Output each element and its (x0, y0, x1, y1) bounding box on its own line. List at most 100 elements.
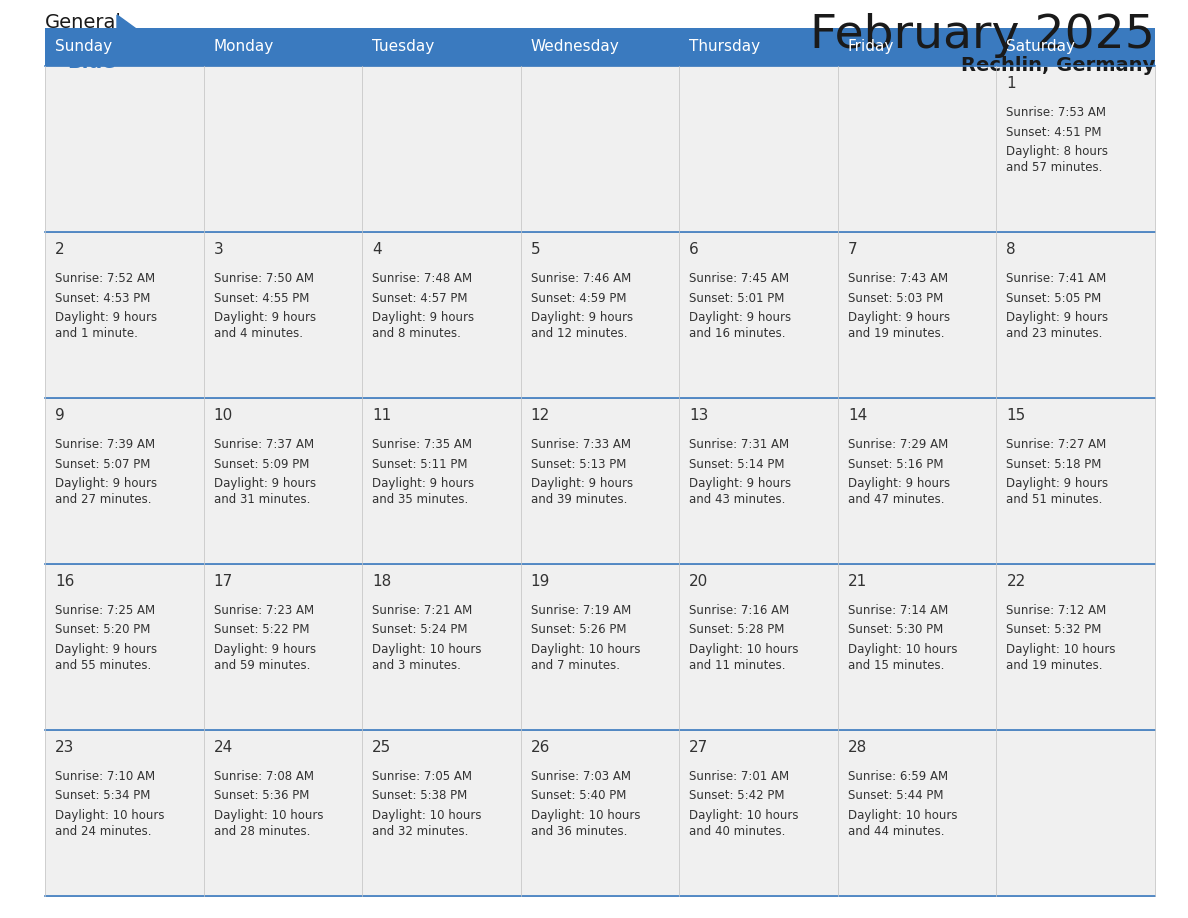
Text: 6: 6 (689, 242, 699, 257)
Text: Sunrise: 7:45 AM: Sunrise: 7:45 AM (689, 272, 789, 285)
Polygon shape (116, 15, 139, 47)
FancyBboxPatch shape (45, 28, 203, 66)
Text: Sunrise: 7:46 AM: Sunrise: 7:46 AM (531, 272, 631, 285)
Text: General: General (45, 13, 122, 32)
Text: Sunrise: 7:31 AM: Sunrise: 7:31 AM (689, 438, 789, 451)
Text: 27: 27 (689, 740, 708, 755)
Text: Sunset: 5:24 PM: Sunset: 5:24 PM (372, 623, 468, 636)
Text: Daylight: 9 hours
and 47 minutes.: Daylight: 9 hours and 47 minutes. (848, 477, 950, 506)
Text: Sunrise: 7:21 AM: Sunrise: 7:21 AM (372, 604, 473, 617)
Text: Sunrise: 7:10 AM: Sunrise: 7:10 AM (55, 770, 156, 783)
Text: Thursday: Thursday (689, 39, 760, 54)
Text: Monday: Monday (214, 39, 273, 54)
FancyBboxPatch shape (520, 28, 680, 66)
Text: Sunrise: 7:52 AM: Sunrise: 7:52 AM (55, 272, 156, 285)
Text: Sunrise: 7:14 AM: Sunrise: 7:14 AM (848, 604, 948, 617)
Text: Sunrise: 7:12 AM: Sunrise: 7:12 AM (1006, 604, 1107, 617)
Text: Blue: Blue (67, 53, 115, 72)
FancyBboxPatch shape (838, 730, 997, 896)
FancyBboxPatch shape (203, 66, 362, 232)
Text: 3: 3 (214, 242, 223, 257)
Text: February 2025: February 2025 (810, 13, 1155, 58)
FancyBboxPatch shape (203, 28, 362, 66)
FancyBboxPatch shape (680, 564, 838, 730)
Text: Sunrise: 7:33 AM: Sunrise: 7:33 AM (531, 438, 631, 451)
Text: 5: 5 (531, 242, 541, 257)
Text: Daylight: 9 hours
and 16 minutes.: Daylight: 9 hours and 16 minutes. (689, 311, 791, 340)
Text: Sunset: 5:11 PM: Sunset: 5:11 PM (372, 457, 468, 471)
Text: Sunset: 5:30 PM: Sunset: 5:30 PM (848, 623, 943, 636)
Text: Daylight: 10 hours
and 3 minutes.: Daylight: 10 hours and 3 minutes. (372, 643, 481, 672)
Text: 10: 10 (214, 408, 233, 423)
Text: Sunrise: 7:35 AM: Sunrise: 7:35 AM (372, 438, 472, 451)
Text: Sunset: 5:14 PM: Sunset: 5:14 PM (689, 457, 785, 471)
Text: Sunset: 5:20 PM: Sunset: 5:20 PM (55, 623, 151, 636)
Text: Sunrise: 7:41 AM: Sunrise: 7:41 AM (1006, 272, 1107, 285)
FancyBboxPatch shape (997, 232, 1155, 398)
FancyBboxPatch shape (838, 564, 997, 730)
FancyBboxPatch shape (680, 66, 838, 232)
FancyBboxPatch shape (520, 730, 680, 896)
Text: 17: 17 (214, 574, 233, 589)
Text: Tuesday: Tuesday (372, 39, 435, 54)
Text: Daylight: 10 hours
and 24 minutes.: Daylight: 10 hours and 24 minutes. (55, 809, 164, 838)
FancyBboxPatch shape (838, 398, 997, 564)
Text: Sunset: 5:34 PM: Sunset: 5:34 PM (55, 789, 151, 802)
Text: Sunrise: 6:59 AM: Sunrise: 6:59 AM (848, 770, 948, 783)
FancyBboxPatch shape (203, 564, 362, 730)
FancyBboxPatch shape (203, 730, 362, 896)
FancyBboxPatch shape (362, 730, 520, 896)
FancyBboxPatch shape (203, 398, 362, 564)
Text: Daylight: 9 hours
and 8 minutes.: Daylight: 9 hours and 8 minutes. (372, 311, 474, 340)
Text: Daylight: 10 hours
and 11 minutes.: Daylight: 10 hours and 11 minutes. (689, 643, 798, 672)
Text: Sunrise: 7:37 AM: Sunrise: 7:37 AM (214, 438, 314, 451)
Text: Daylight: 8 hours
and 57 minutes.: Daylight: 8 hours and 57 minutes. (1006, 145, 1108, 174)
FancyBboxPatch shape (838, 66, 997, 232)
Text: 14: 14 (848, 408, 867, 423)
Text: 22: 22 (1006, 574, 1025, 589)
Text: 21: 21 (848, 574, 867, 589)
Text: Sunrise: 7:16 AM: Sunrise: 7:16 AM (689, 604, 790, 617)
FancyBboxPatch shape (45, 398, 203, 564)
Text: Sunset: 5:38 PM: Sunset: 5:38 PM (372, 789, 467, 802)
Text: Sunset: 5:13 PM: Sunset: 5:13 PM (531, 457, 626, 471)
Text: Sunset: 5:32 PM: Sunset: 5:32 PM (1006, 623, 1101, 636)
FancyBboxPatch shape (362, 66, 520, 232)
Text: 18: 18 (372, 574, 391, 589)
Text: Sunset: 5:05 PM: Sunset: 5:05 PM (1006, 292, 1101, 305)
Text: 28: 28 (848, 740, 867, 755)
FancyBboxPatch shape (45, 66, 203, 232)
Text: Sunrise: 7:19 AM: Sunrise: 7:19 AM (531, 604, 631, 617)
Text: 7: 7 (848, 242, 858, 257)
Text: Daylight: 9 hours
and 27 minutes.: Daylight: 9 hours and 27 minutes. (55, 477, 157, 506)
Text: Daylight: 10 hours
and 40 minutes.: Daylight: 10 hours and 40 minutes. (689, 809, 798, 838)
Text: Daylight: 9 hours
and 12 minutes.: Daylight: 9 hours and 12 minutes. (531, 311, 633, 340)
FancyBboxPatch shape (45, 730, 203, 896)
FancyBboxPatch shape (997, 66, 1155, 232)
Text: 11: 11 (372, 408, 391, 423)
Text: Daylight: 9 hours
and 43 minutes.: Daylight: 9 hours and 43 minutes. (689, 477, 791, 506)
Text: 9: 9 (55, 408, 65, 423)
Text: Daylight: 9 hours
and 59 minutes.: Daylight: 9 hours and 59 minutes. (214, 643, 316, 672)
FancyBboxPatch shape (520, 66, 680, 232)
Text: Daylight: 9 hours
and 19 minutes.: Daylight: 9 hours and 19 minutes. (848, 311, 950, 340)
Text: Daylight: 10 hours
and 7 minutes.: Daylight: 10 hours and 7 minutes. (531, 643, 640, 672)
Text: 15: 15 (1006, 408, 1025, 423)
Text: Sunrise: 7:43 AM: Sunrise: 7:43 AM (848, 272, 948, 285)
Text: Daylight: 10 hours
and 44 minutes.: Daylight: 10 hours and 44 minutes. (848, 809, 958, 838)
Text: Sunset: 5:26 PM: Sunset: 5:26 PM (531, 623, 626, 636)
Text: 25: 25 (372, 740, 391, 755)
Text: Sunrise: 7:53 AM: Sunrise: 7:53 AM (1006, 106, 1106, 119)
Text: Sunrise: 7:03 AM: Sunrise: 7:03 AM (531, 770, 631, 783)
Text: Sunset: 5:44 PM: Sunset: 5:44 PM (848, 789, 943, 802)
Text: Sunday: Sunday (55, 39, 112, 54)
FancyBboxPatch shape (997, 730, 1155, 896)
Text: Daylight: 9 hours
and 4 minutes.: Daylight: 9 hours and 4 minutes. (214, 311, 316, 340)
FancyBboxPatch shape (362, 28, 520, 66)
Text: Sunset: 4:51 PM: Sunset: 4:51 PM (1006, 126, 1102, 139)
FancyBboxPatch shape (520, 232, 680, 398)
Text: Sunrise: 7:05 AM: Sunrise: 7:05 AM (372, 770, 472, 783)
FancyBboxPatch shape (520, 398, 680, 564)
Text: 8: 8 (1006, 242, 1016, 257)
Text: 26: 26 (531, 740, 550, 755)
